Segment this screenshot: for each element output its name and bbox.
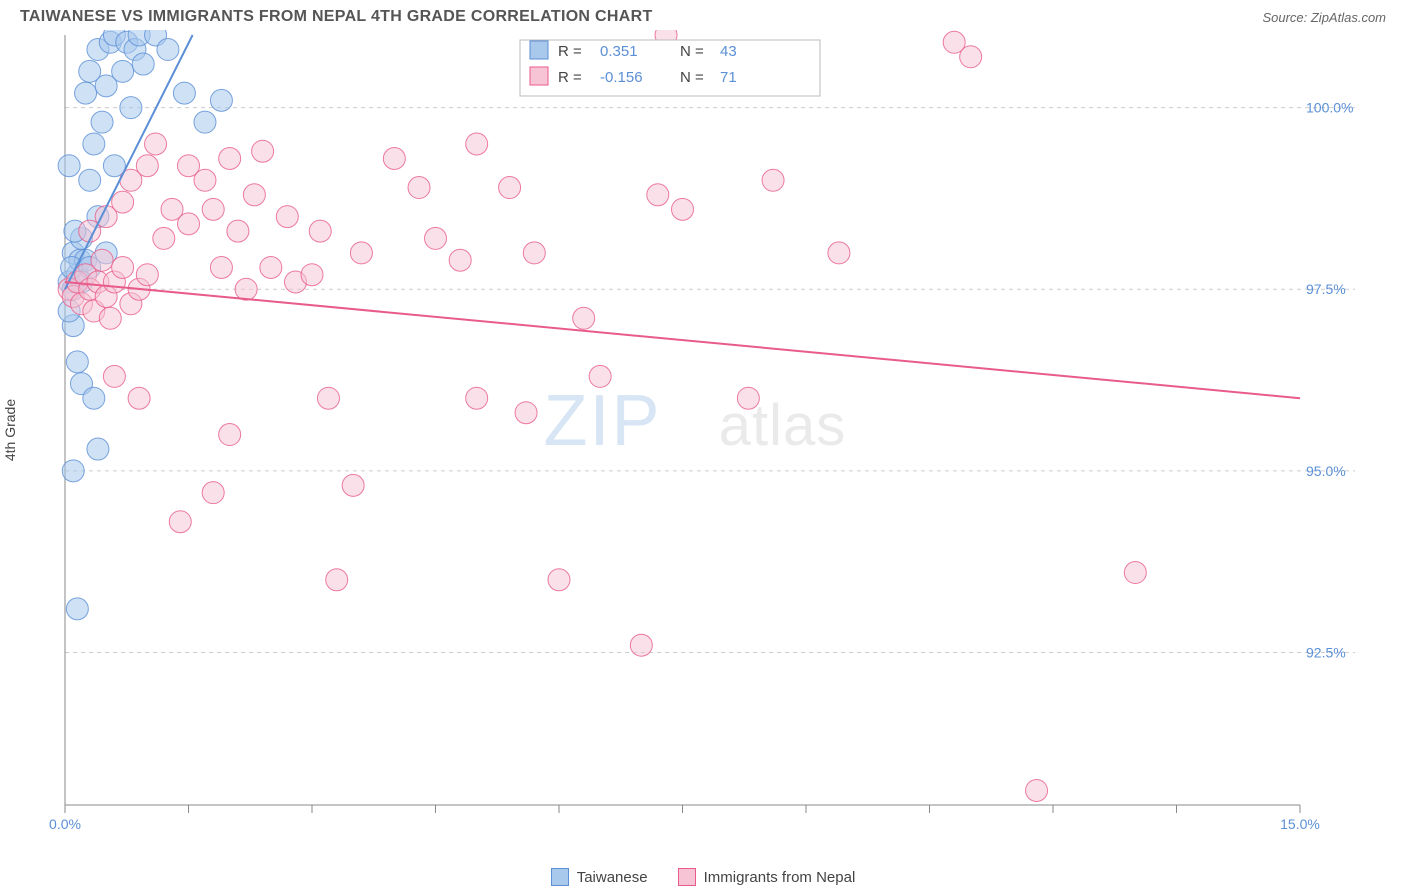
svg-text:R =: R = xyxy=(558,43,582,60)
svg-text:-0.156: -0.156 xyxy=(600,69,643,86)
title-bar: TAIWANESE VS IMMIGRANTS FROM NEPAL 4TH G… xyxy=(0,0,1406,30)
svg-text:ZIP: ZIP xyxy=(543,381,661,461)
legend-swatch-blue xyxy=(551,868,569,886)
chart-container: 4th Grade 92.5%95.0%97.5%100.0%ZIPatlas0… xyxy=(20,30,1386,830)
bottom-legend: Taiwanese Immigrants from Nepal xyxy=(0,868,1406,886)
legend-label: Taiwanese xyxy=(577,869,648,886)
svg-text:N =: N = xyxy=(680,43,704,60)
legend-item-taiwanese: Taiwanese xyxy=(551,868,648,886)
chart-title: TAIWANESE VS IMMIGRANTS FROM NEPAL 4TH G… xyxy=(20,8,653,26)
svg-text:43: 43 xyxy=(720,43,737,60)
scatter-chart: 92.5%95.0%97.5%100.0%ZIPatlas0.0%15.0%R … xyxy=(20,30,1360,830)
legend-swatch-pink xyxy=(678,868,696,886)
svg-text:71: 71 xyxy=(720,69,737,86)
svg-text:97.5%: 97.5% xyxy=(1306,281,1346,297)
svg-text:N =: N = xyxy=(680,69,704,86)
svg-text:0.351: 0.351 xyxy=(600,43,638,60)
svg-text:R =: R = xyxy=(558,69,582,86)
svg-text:92.5%: 92.5% xyxy=(1306,644,1346,660)
svg-text:15.0%: 15.0% xyxy=(1280,816,1320,830)
svg-text:100.0%: 100.0% xyxy=(1306,100,1353,116)
legend-item-nepal: Immigrants from Nepal xyxy=(678,868,856,886)
svg-text:95.0%: 95.0% xyxy=(1306,463,1346,479)
svg-text:0.0%: 0.0% xyxy=(49,816,81,830)
legend-label: Immigrants from Nepal xyxy=(704,869,856,886)
source-label: Source: ZipAtlas.com xyxy=(1262,10,1386,25)
y-axis-label: 4th Grade xyxy=(2,399,18,461)
